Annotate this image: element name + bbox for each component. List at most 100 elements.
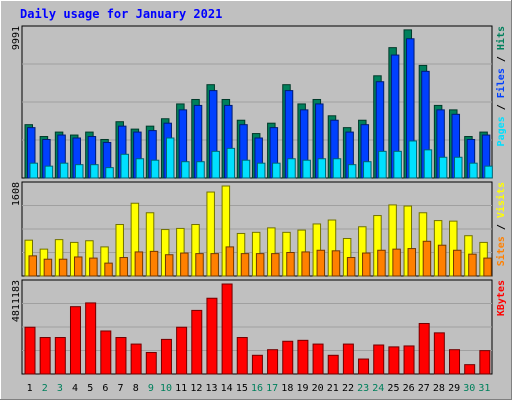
day-label: 1: [27, 383, 33, 394]
bar-kbytes: [206, 297, 218, 375]
bar-sites: [43, 258, 53, 277]
chart-title: Daily usage for January 2021: [20, 7, 223, 21]
bar-pages: [454, 156, 463, 179]
bar-sites: [331, 250, 341, 277]
day-label: 23: [357, 383, 369, 394]
bar-kbytes: [69, 306, 81, 375]
bar-sites: [134, 251, 144, 277]
bar-sites: [58, 258, 68, 277]
bar-sites: [483, 257, 492, 277]
visits-sites-panel: 1608 Sites / Visits: [11, 181, 507, 277]
day-label: 7: [118, 383, 124, 394]
bar-kbytes: [191, 309, 203, 375]
day-label: 10: [160, 383, 172, 394]
axis-title: KBytes: [496, 280, 507, 316]
bar-kbytes: [176, 326, 188, 375]
bar-kbytes: [54, 337, 66, 375]
bar-kbytes: [145, 351, 157, 375]
bar-kbytes: [130, 343, 142, 375]
bar-pages: [272, 162, 281, 179]
day-label: 24: [372, 383, 384, 394]
kbytes-panel: 4811183 KBytes: [11, 279, 507, 375]
bar-kbytes: [479, 350, 491, 375]
day-label: 8: [133, 383, 139, 394]
bar-sites: [119, 257, 128, 277]
day-label: 13: [205, 383, 217, 394]
bar-kbytes: [236, 337, 248, 375]
bar-pages: [196, 161, 205, 179]
bar-sites: [149, 250, 159, 277]
bar-pages: [393, 150, 402, 179]
axis-title-part: /: [496, 98, 507, 116]
bar-sites: [407, 248, 417, 277]
day-label: 28: [433, 383, 445, 394]
axis-title-part: Sites: [495, 236, 507, 266]
bar-pages: [256, 162, 266, 179]
bar-kbytes: [327, 354, 339, 375]
bar-sites: [164, 254, 174, 277]
bar-pages: [120, 153, 129, 179]
bar-pages: [423, 149, 433, 179]
bar-pages: [150, 159, 160, 179]
day-label: 30: [463, 383, 475, 394]
bar-kbytes: [449, 349, 461, 375]
day-label: 2: [42, 383, 48, 394]
bar-kbytes: [403, 345, 415, 375]
day-label: 14: [221, 383, 233, 394]
bar-sites: [271, 253, 280, 277]
bar-sites: [301, 251, 310, 277]
bar-pages: [363, 161, 372, 179]
bar-sites: [346, 257, 356, 277]
day-label: 31: [478, 383, 490, 394]
day-label: 15: [236, 383, 248, 394]
bar-pages: [378, 150, 387, 179]
bar-kbytes: [358, 358, 370, 375]
bar-sites: [73, 256, 83, 277]
day-label: 11: [175, 383, 187, 394]
bar-pages: [90, 164, 99, 179]
bar-pages: [302, 159, 311, 179]
bar-pages: [469, 162, 478, 179]
day-label: 29: [448, 383, 460, 394]
bar-sites: [195, 253, 204, 277]
bar-pages: [438, 156, 448, 179]
day-label: 6: [102, 383, 108, 394]
day-label: 5: [87, 383, 93, 394]
day-axis-labels: 1 2 3 4 5 6 7 8 9 10 11 12 13 14 15 16 17 18 19 20 21 22 23 24 2…: [27, 383, 491, 394]
day-label: 12: [190, 383, 202, 394]
bar-kbytes: [160, 338, 172, 375]
y-max-label: 9991: [11, 26, 22, 50]
bar-sites: [437, 244, 447, 277]
bar-kbytes: [433, 332, 445, 375]
bar-pages: [241, 159, 251, 179]
bar-sites: [180, 252, 189, 277]
bar-sites: [453, 249, 462, 277]
axis-title-part: Files: [495, 68, 507, 98]
bar-kbytes: [100, 330, 112, 375]
bar-sites: [210, 253, 219, 277]
axis-title: Sites / Visits: [495, 182, 507, 266]
y-max-label: 1608: [11, 182, 22, 206]
day-label: 25: [387, 383, 399, 394]
bar-sites: [225, 246, 235, 277]
axis-title-part: Hits: [495, 26, 507, 50]
axis-title-part: Visits: [495, 182, 507, 218]
bar-kbytes: [39, 337, 51, 375]
day-label: 16: [251, 383, 263, 394]
day-label: 18: [281, 383, 293, 394]
bar-pages: [287, 158, 296, 179]
bar-kbytes: [24, 326, 36, 375]
bar-pages: [165, 137, 175, 179]
bar-pages: [44, 165, 54, 179]
bar-sites: [362, 252, 371, 277]
bar-pages: [317, 158, 327, 179]
day-label: 9: [148, 383, 154, 394]
bar-kbytes: [312, 343, 324, 375]
bar-sites: [28, 255, 37, 277]
bar-pages: [226, 147, 236, 179]
bar-pages: [408, 140, 418, 179]
day-label: 19: [296, 383, 308, 394]
bar-sites: [316, 249, 326, 277]
axis-title-part: Pages: [496, 116, 507, 146]
day-label: 4: [72, 383, 78, 394]
